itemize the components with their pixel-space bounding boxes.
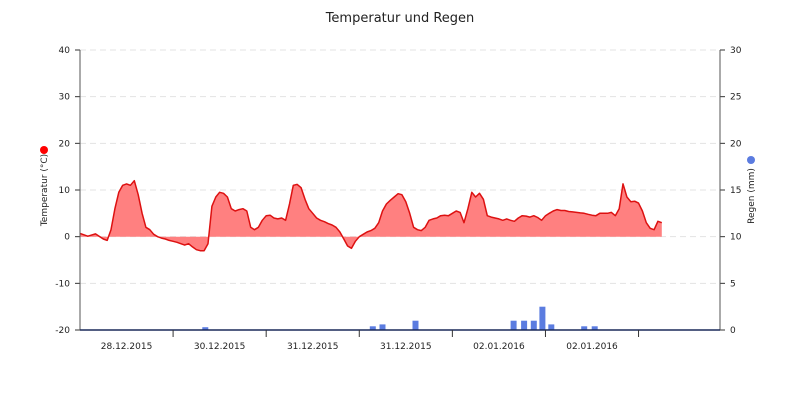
y-right-tick-label: 20 — [730, 139, 742, 149]
y-right-tick-label: 0 — [730, 326, 736, 336]
rain-bar — [591, 326, 598, 330]
grid-layer — [80, 49, 720, 284]
x-tick-label: 02.01.2016 — [473, 342, 525, 352]
rain-bar — [510, 320, 517, 330]
y-left-tick-label: 30 — [59, 93, 71, 103]
y-left-tick-label: -20 — [55, 326, 70, 336]
rain-bar — [202, 327, 209, 330]
y-left-tick-label: 20 — [59, 139, 71, 149]
temperature-area-layer — [79, 179, 663, 252]
x-tick-label: 28.12.2015 — [101, 342, 153, 352]
rain-bar — [581, 326, 588, 330]
x-tick-label: 02.01.2016 — [566, 342, 618, 352]
y-right-tick-label: 25 — [730, 93, 741, 103]
rain-bar-layer — [202, 306, 598, 330]
y-left-tick-label: 0 — [64, 233, 70, 243]
y-right-tick-label: 30 — [730, 46, 742, 56]
chart-title: Temperatur und Regen — [325, 11, 475, 26]
x-tick-label: 30.12.2015 — [194, 342, 246, 352]
y-left-tick-label: -10 — [55, 279, 70, 289]
y-left-axis-title: Temperatur (°C) — [40, 154, 50, 227]
axis-layer: 40 30 20 10 0 -10 -20 30 25 20 15 10 5 0 28.12.2015 30.… — [55, 46, 741, 352]
rain-legend-marker — [747, 156, 755, 164]
x-tick-label: 31.12.2015 — [380, 342, 432, 352]
y-left-tick-label: 10 — [59, 186, 71, 196]
rain-bar — [379, 324, 386, 330]
rain-bar — [412, 320, 419, 330]
y-right-tick-label: 5 — [730, 279, 736, 289]
temperature-line — [79, 179, 663, 252]
y-right-axis-title: Regen (mm) — [747, 168, 757, 224]
rain-bar — [369, 326, 376, 330]
y-right-tick-label: 15 — [730, 186, 741, 196]
rain-bar — [521, 320, 528, 330]
temperature-legend-marker — [40, 146, 48, 154]
rain-bar — [530, 320, 537, 330]
y-right-tick-label: 10 — [730, 233, 742, 243]
rain-bar — [539, 306, 546, 330]
rain-bar — [548, 324, 555, 330]
temperature-area-fill — [80, 180, 662, 251]
x-tick-label: 31.12.2015 — [287, 342, 339, 352]
y-left-tick-label: 40 — [59, 46, 71, 56]
